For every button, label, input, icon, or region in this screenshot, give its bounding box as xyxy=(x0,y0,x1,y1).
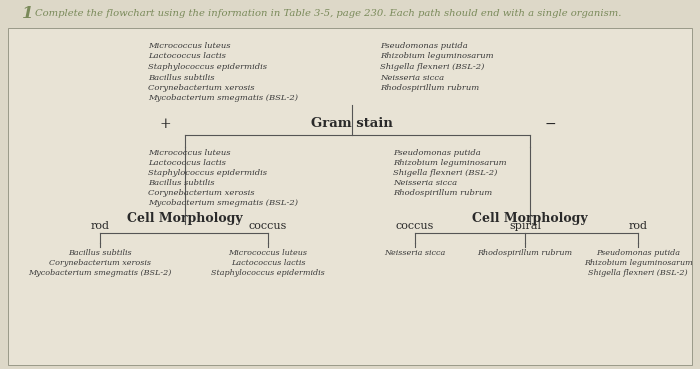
Text: Mycobacterium smegmatis (BSL-2): Mycobacterium smegmatis (BSL-2) xyxy=(148,94,298,103)
Text: rod: rod xyxy=(90,221,109,231)
Text: Neisseria sicca: Neisseria sicca xyxy=(380,73,444,82)
Text: Cell Morphology: Cell Morphology xyxy=(473,212,588,225)
Text: Lactococcus lactis: Lactococcus lactis xyxy=(148,52,226,61)
Text: Lactococcus lactis: Lactococcus lactis xyxy=(148,159,226,167)
Text: 1: 1 xyxy=(22,6,34,23)
Text: Staphylococcus epidermidis: Staphylococcus epidermidis xyxy=(148,63,267,71)
Text: coccus: coccus xyxy=(395,221,434,231)
Text: Cell Morphology: Cell Morphology xyxy=(127,212,243,225)
Text: Bacillus subtilis: Bacillus subtilis xyxy=(68,249,132,257)
Text: coccus: coccus xyxy=(248,221,287,231)
Text: Micrococcus luteus: Micrococcus luteus xyxy=(228,249,307,257)
Text: Mycobacterium smegmatis (BSL-2): Mycobacterium smegmatis (BSL-2) xyxy=(148,199,298,207)
Text: −: − xyxy=(544,117,556,131)
Text: Micrococcus luteus: Micrococcus luteus xyxy=(148,149,230,157)
Text: Shigella flexneri (BSL-2): Shigella flexneri (BSL-2) xyxy=(588,269,688,277)
Text: Pseudomonas putida: Pseudomonas putida xyxy=(596,249,680,257)
Text: spiral: spiral xyxy=(509,221,541,231)
Text: Pseudomonas putida: Pseudomonas putida xyxy=(380,42,468,50)
Text: Bacillus subtilis: Bacillus subtilis xyxy=(148,179,214,187)
Text: rod: rod xyxy=(629,221,648,231)
Text: Rhizobium leguminosarum: Rhizobium leguminosarum xyxy=(393,159,507,167)
Text: Neisseria sicca: Neisseria sicca xyxy=(384,249,446,257)
Text: +: + xyxy=(159,117,171,131)
Text: Neisseria sicca: Neisseria sicca xyxy=(393,179,457,187)
Text: Micrococcus luteus: Micrococcus luteus xyxy=(148,42,230,50)
Text: Bacillus subtilis: Bacillus subtilis xyxy=(148,73,214,82)
Text: Rhodospirillum rubrum: Rhodospirillum rubrum xyxy=(477,249,573,257)
Text: Shigella flexneri (BSL-2): Shigella flexneri (BSL-2) xyxy=(380,63,484,71)
Text: Rhodospirillum rubrum: Rhodospirillum rubrum xyxy=(380,84,480,92)
Text: Rhizobium leguminosarum: Rhizobium leguminosarum xyxy=(584,259,692,267)
FancyBboxPatch shape xyxy=(8,28,692,365)
Text: Rhizobium leguminosarum: Rhizobium leguminosarum xyxy=(380,52,494,61)
Text: Lactococcus lactis: Lactococcus lactis xyxy=(231,259,305,267)
Text: Mycobacterium smegmatis (BSL-2): Mycobacterium smegmatis (BSL-2) xyxy=(28,269,172,277)
Text: Rhodospirillum rubrum: Rhodospirillum rubrum xyxy=(393,189,492,197)
Text: Staphylococcus epidermidis: Staphylococcus epidermidis xyxy=(148,169,267,177)
Text: Shigella flexneri (BSL-2): Shigella flexneri (BSL-2) xyxy=(393,169,498,177)
Text: Corynebacterium xerosis: Corynebacterium xerosis xyxy=(148,189,255,197)
Text: Pseudomonas putida: Pseudomonas putida xyxy=(393,149,481,157)
Text: Corynebacterium xerosis: Corynebacterium xerosis xyxy=(49,259,151,267)
Text: Complete the flowchart using the information in Table 3-5, page 230. Each path s: Complete the flowchart using the informa… xyxy=(35,10,622,18)
Text: Gram stain: Gram stain xyxy=(311,117,393,130)
Text: Corynebacterium xerosis: Corynebacterium xerosis xyxy=(148,84,255,92)
Text: Staphylococcus epidermidis: Staphylococcus epidermidis xyxy=(211,269,325,277)
